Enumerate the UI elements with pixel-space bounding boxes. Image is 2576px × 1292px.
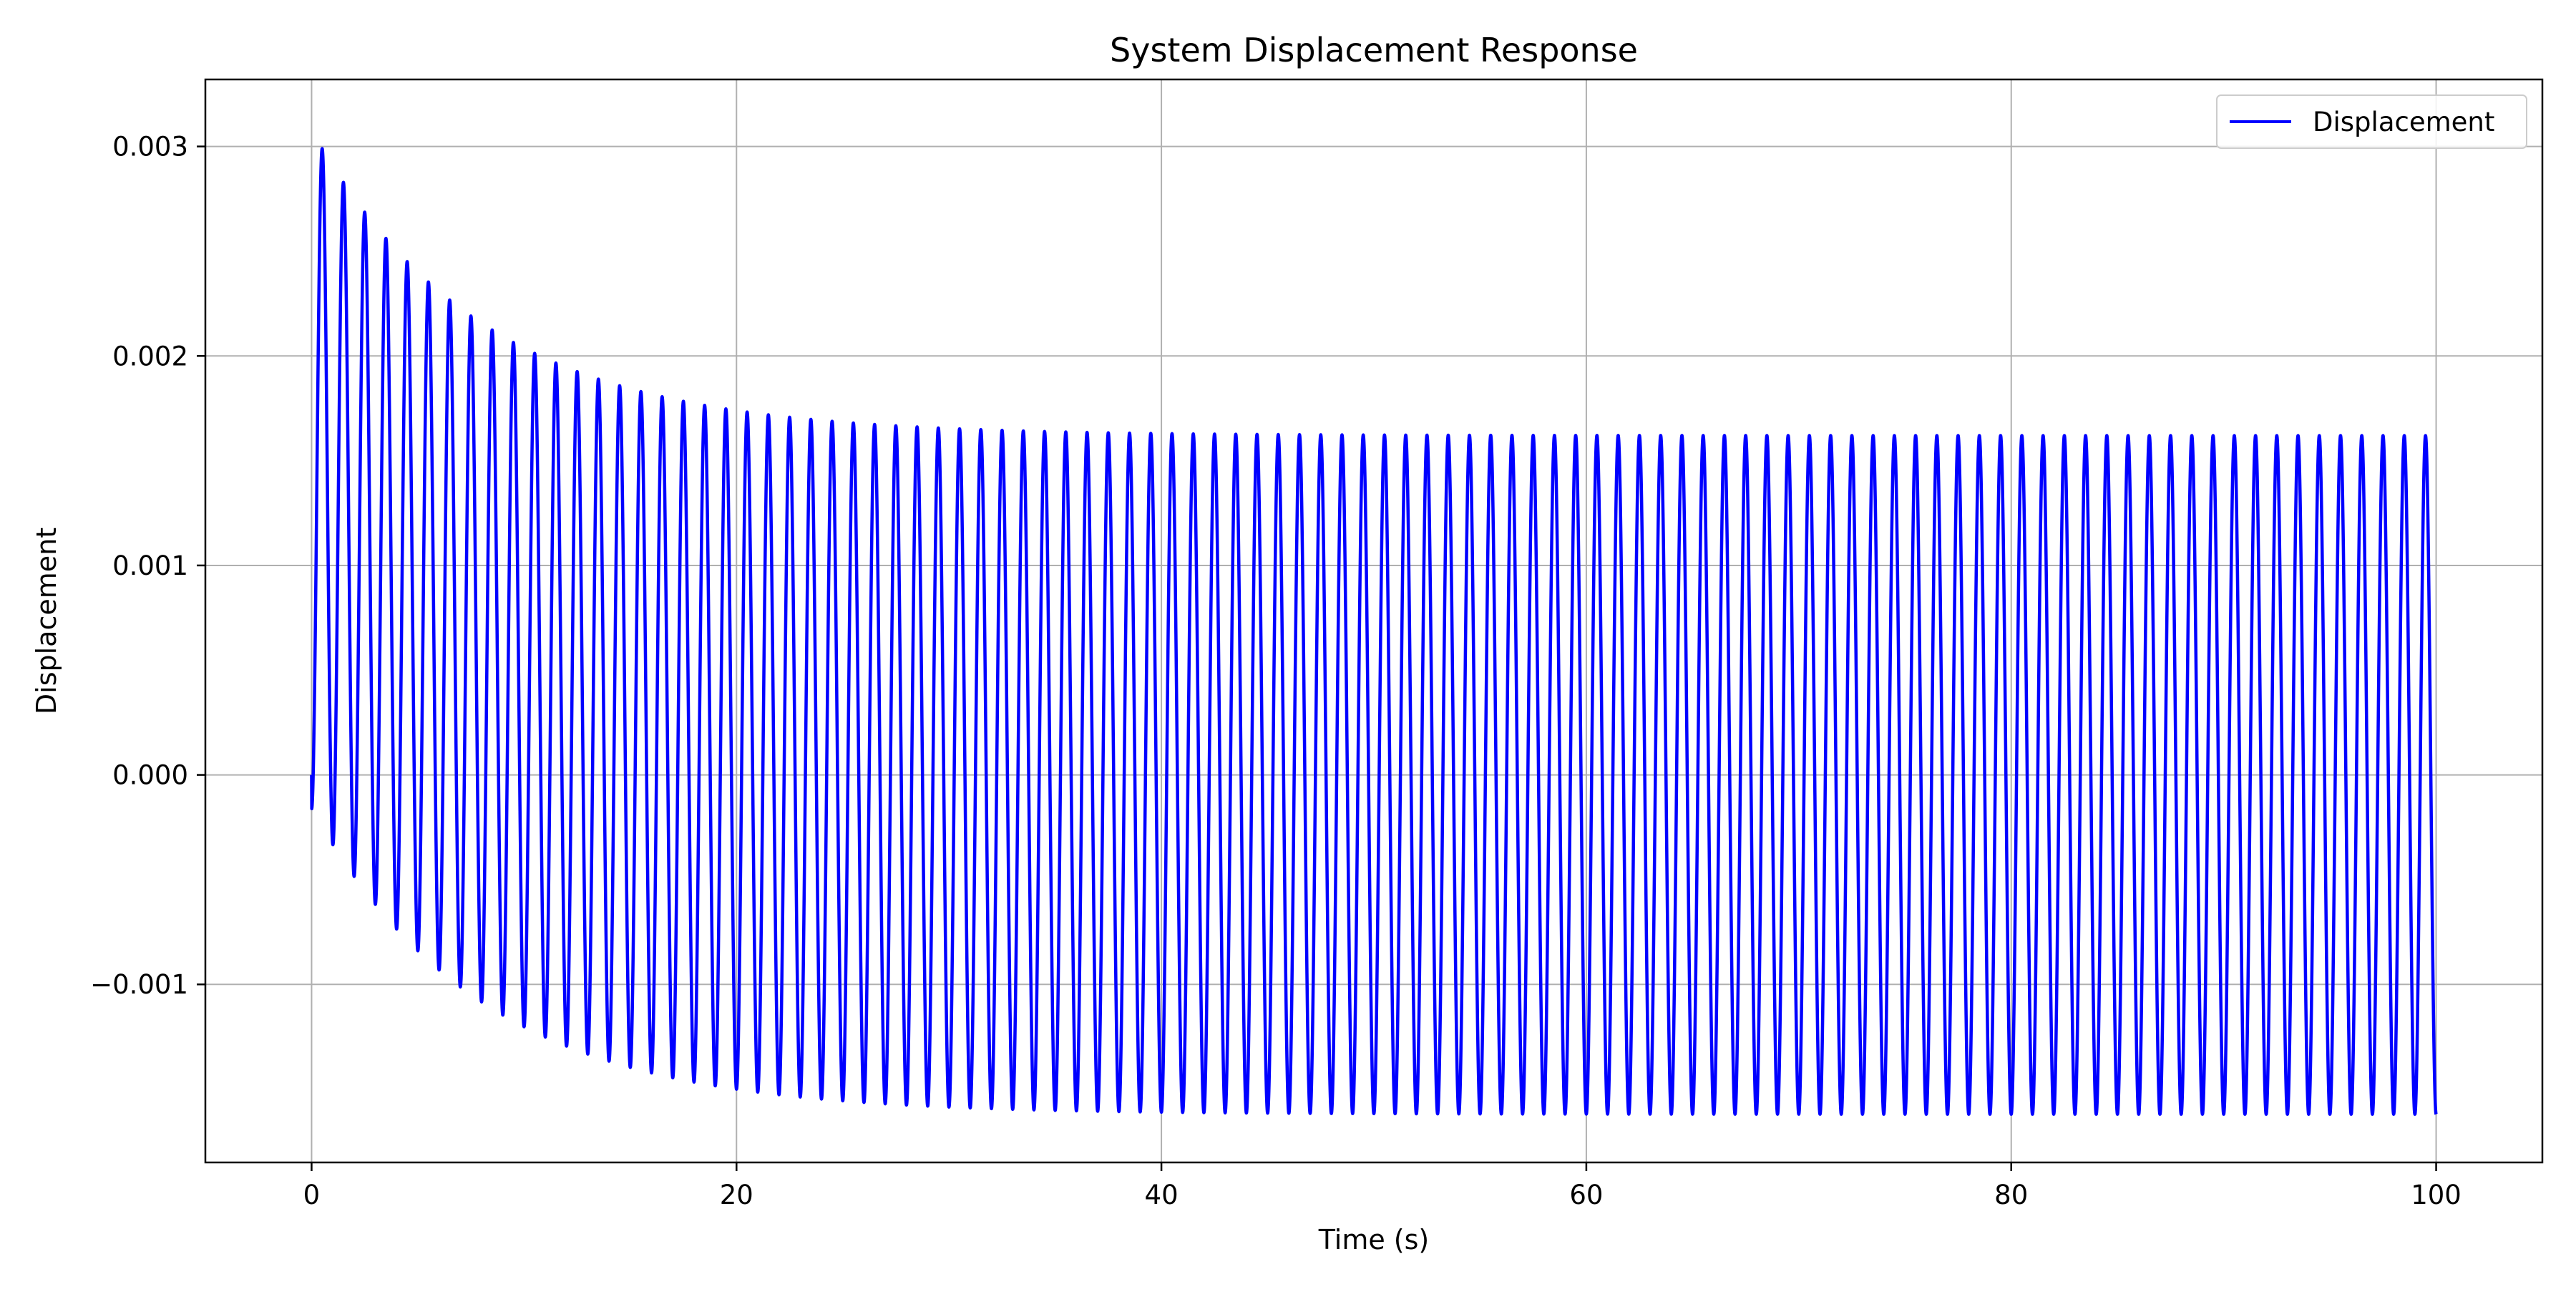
y-tick-label: 0.003 xyxy=(112,132,188,162)
x-axis-label: Time (s) xyxy=(1318,1224,1430,1255)
x-tick-label: 80 xyxy=(1994,1180,2028,1210)
ticks: 0 20 40 60 80 100 −0.001 0.000 0.001 0.002 0.003 xyxy=(90,132,2462,1210)
legend: Displacement xyxy=(2216,94,2527,149)
x-tick-label: 100 xyxy=(2411,1180,2462,1210)
legend-label-displacement: Displacement xyxy=(2313,107,2494,137)
series-layer xyxy=(310,147,2438,1116)
series-line-displacement xyxy=(310,147,2438,1116)
legend-box xyxy=(2216,94,2527,149)
x-tick-label: 20 xyxy=(720,1180,753,1210)
y-tick-label: 0.000 xyxy=(112,760,188,791)
y-tick-label: −0.001 xyxy=(90,969,188,1000)
y-tick-label: 0.001 xyxy=(112,550,188,581)
y-tick-label: 0.002 xyxy=(112,341,188,371)
chart-title: System Displacement Response xyxy=(1110,31,1638,69)
x-tick-label: 40 xyxy=(1145,1180,1179,1210)
plot-frame xyxy=(204,78,2544,1164)
y-axis-label: Displacement xyxy=(31,528,62,714)
x-tick-label: 60 xyxy=(1569,1180,1603,1210)
x-tick-label: 0 xyxy=(303,1180,321,1210)
